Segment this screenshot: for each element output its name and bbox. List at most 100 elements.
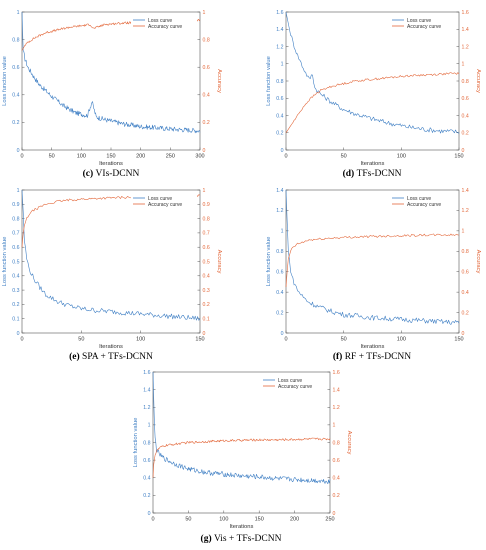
y-left-tick-label: 0.8 <box>12 37 19 43</box>
caption-text: RF + TFs-DCNN <box>345 352 412 362</box>
legend-box <box>390 15 456 30</box>
y-right-tick-label: 0.6 <box>462 96 469 102</box>
y-right-tick-label: 0.7 <box>203 231 210 237</box>
chart-d: 0 50 100 15000.20.40.60.811.21.41.600.20.40… <box>266 10 481 179</box>
x-axis-label: Iterations <box>361 161 385 167</box>
y-right-tick-label: 0.5 <box>203 259 210 265</box>
y-right-tick-label: 0.4 <box>462 113 469 119</box>
y-left-tick-label: 0.3 <box>12 288 19 294</box>
y-left-tick-label: 1.2 <box>276 208 283 214</box>
y-left-tick-label: 0.2 <box>12 302 19 308</box>
y-right-axis-label: Accuracy <box>216 250 222 274</box>
x-tick-label: 300 <box>195 154 204 160</box>
x-tick-label: 150 <box>255 517 264 523</box>
y-right-tick-label: 0.8 <box>203 37 210 43</box>
plot-frame <box>152 371 331 514</box>
caption-text: Vis + TFs-DCNN <box>214 534 282 544</box>
x-tick-label: 0 <box>151 517 154 523</box>
y-right-tick-label: 0.2 <box>203 302 210 308</box>
x-axis-label: Iterations <box>361 344 385 350</box>
y-right-tick-label: 0.4 <box>333 476 340 482</box>
loss-curve-line <box>285 11 460 134</box>
x-tick-label: 100 <box>77 154 86 160</box>
y-left-tick-label: 0.4 <box>12 93 19 99</box>
y-right-tick-label: 0.6 <box>203 245 210 251</box>
accuracy-curve-line <box>285 72 460 133</box>
x-tick-label: 50 <box>78 337 84 343</box>
legend-loss-label: Loss curve <box>148 18 172 24</box>
y-left-tick-label: 1.2 <box>276 44 283 50</box>
x-tick-label: 200 <box>290 517 299 523</box>
y-left-tick-label: 0.2 <box>12 120 19 126</box>
y-right-tick-label: 0.8 <box>333 440 340 446</box>
plot-frame <box>21 189 201 334</box>
loss-curve-line <box>152 371 331 484</box>
chart-g: 0 50 100 150 200 25000.20.40.60.811.21.41.600… <box>133 370 352 544</box>
y-left-axis-label: Loss function value <box>266 237 272 287</box>
y-right-tick-label: 1.2 <box>462 44 469 50</box>
y-right-tick-label: 0 <box>203 331 206 337</box>
x-axis-label: Iterations <box>99 344 123 350</box>
chart-e: 0 50 100 15000.10.20.30.40.50.60.70.80.9100… <box>2 188 222 362</box>
x-tick-label: 50 <box>341 154 347 160</box>
plot-frame <box>285 189 460 334</box>
x-tick-label: 0 <box>284 337 287 343</box>
y-left-axis-label: Loss function value <box>2 237 8 287</box>
legend-loss-label: Loss curve <box>407 196 431 202</box>
chart-c: 0 50 100 150 200 250 30000.20.40.60.8100.20.40… <box>2 10 222 179</box>
y-left-tick-label: 0.6 <box>12 245 19 251</box>
x-tick-label: 100 <box>219 517 228 523</box>
x-tick-label: 100 <box>397 154 406 160</box>
y-right-tick-label: 0.3 <box>203 288 210 294</box>
y-right-tick-label: 1 <box>462 62 465 68</box>
y-left-tick-label: 1 <box>281 62 284 68</box>
y-left-tick-label: 1.2 <box>143 405 150 411</box>
y-right-axis-label: Accuracy <box>216 69 222 93</box>
caption-letter: (e) <box>69 351 82 362</box>
x-tick-label: 0 <box>284 154 287 160</box>
legend-accuracy-label: Accuracy curve <box>278 384 312 390</box>
y-left-tick-label: 0.6 <box>276 96 283 102</box>
legend-accuracy-label: Accuracy curve <box>407 202 441 208</box>
x-tick-label: 250 <box>325 517 334 523</box>
legend-box <box>131 15 197 30</box>
y-right-tick-label: 0.6 <box>462 270 469 276</box>
y-right-tick-label: 1.6 <box>333 370 340 376</box>
loss-curve-line <box>21 11 201 134</box>
y-right-tick-label: 0.9 <box>203 202 210 208</box>
plot-frame <box>285 11 460 151</box>
x-tick-label: 200 <box>136 154 145 160</box>
y-left-tick-label: 1 <box>148 423 151 429</box>
y-right-tick-label: 0 <box>462 331 465 337</box>
x-tick-label: 100 <box>136 337 145 343</box>
y-left-tick-label: 0.8 <box>276 79 283 85</box>
loss-curve-line <box>21 189 201 321</box>
caption-text: VIs-DCNN <box>96 169 140 179</box>
legend-accuracy-label: Accuracy curve <box>407 24 441 30</box>
y-right-tick-label: 0.8 <box>462 79 469 85</box>
y-right-tick-label: 0.1 <box>203 317 210 323</box>
y-left-tick-label: 0.4 <box>12 274 19 280</box>
caption-letter: (g) <box>201 533 214 544</box>
y-left-tick-label: 0.4 <box>276 113 283 119</box>
y-left-tick-label: 0.2 <box>276 310 283 316</box>
y-left-tick-label: 0.2 <box>276 131 283 137</box>
y-right-tick-label: 0.4 <box>203 93 210 99</box>
y-left-tick-label: 0.9 <box>12 202 19 208</box>
y-right-tick-label: 0 <box>203 148 206 154</box>
y-right-tick-label: 0 <box>333 511 336 517</box>
y-left-axis-label: Loss function value <box>133 418 139 468</box>
accuracy-curve-line <box>285 233 460 288</box>
y-right-tick-label: 0.6 <box>203 65 210 71</box>
legend-accuracy-label: Accuracy curve <box>148 202 182 208</box>
x-tick-label: 150 <box>106 154 115 160</box>
y-right-tick-label: 0.6 <box>333 458 340 464</box>
x-tick-label: 0 <box>20 154 23 160</box>
x-axis-label: Iterations <box>99 161 123 167</box>
x-tick-label: 50 <box>49 154 55 160</box>
legend-loss-label: Loss curve <box>407 18 431 24</box>
accuracy-curve-line <box>152 437 331 478</box>
y-left-tick-label: 0.8 <box>276 249 283 255</box>
y-right-tick-label: 0.8 <box>203 216 210 222</box>
